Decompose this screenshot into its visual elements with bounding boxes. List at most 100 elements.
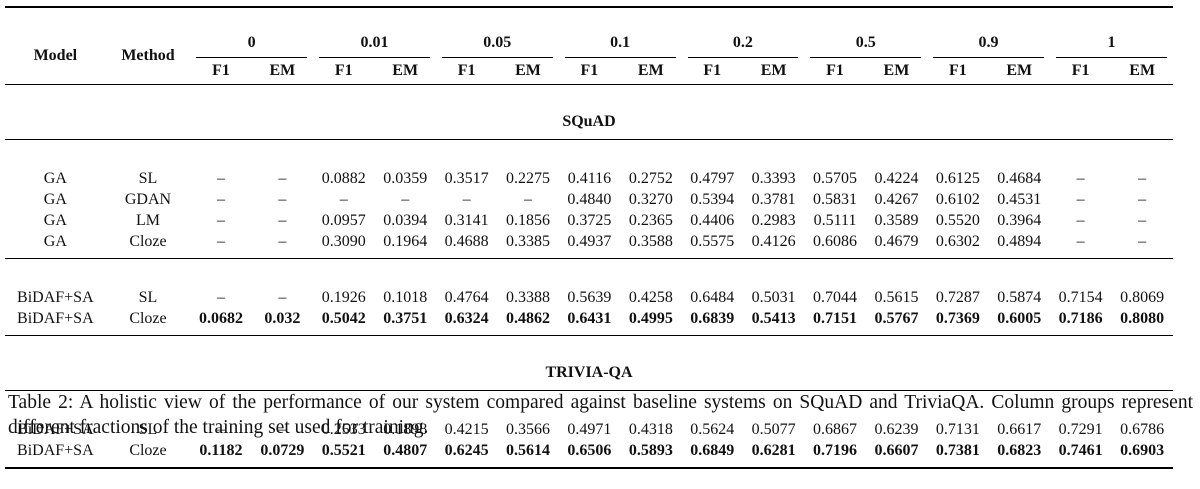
score-cell: – [252,231,313,259]
score-cell: 0.5615 [866,279,927,308]
fraction-label: 0.2 [688,31,799,58]
score-cell: – [1050,231,1111,259]
table-caption: Table 2: A holistic view of the performa… [8,390,1193,440]
metric-header-f1: F1 [1050,58,1111,85]
score-cell: – [1111,160,1173,189]
score-cell: 0.8080 [1111,308,1173,336]
score-cell: – [436,189,497,210]
score-cell: 0.6839 [682,308,743,336]
fraction-group-header: 0.5 [804,28,927,58]
score-cell: 0.3964 [989,210,1050,231]
score-cell: 0.3781 [743,189,804,210]
model-cell: BiDAF+SA [5,440,106,468]
score-cell: 0.6849 [682,440,743,468]
metric-header-em: EM [743,58,804,85]
score-cell: 0.4267 [866,189,927,210]
fraction-group-header: 0.2 [682,28,805,58]
score-cell: – [190,189,251,210]
score-cell: – [190,231,251,259]
score-cell: 0.4797 [682,160,743,189]
score-cell: 0.3393 [743,160,804,189]
metric-header-f1: F1 [436,58,497,85]
score-cell: 0.5639 [559,279,620,308]
score-cell: 0.5042 [313,308,374,336]
score-cell: 0.1964 [374,231,435,259]
score-cell: – [1111,210,1173,231]
model-cell: GA [5,231,106,259]
score-cell: 0.3751 [374,308,435,336]
method-cell: GDAN [106,189,191,210]
score-cell: 0.5031 [743,279,804,308]
score-cell: 0.1182 [190,440,251,468]
fraction-label: 1 [1056,31,1167,58]
score-cell: 0.6903 [1111,440,1173,468]
score-cell: 0.4679 [866,231,927,259]
score-cell: 0.5575 [682,231,743,259]
metric-header-em: EM [497,58,558,85]
score-cell: 0.3270 [620,189,681,210]
score-cell: 0.7044 [804,279,865,308]
metric-header-em: EM [252,58,313,85]
method-cell: SL [106,279,191,308]
metric-header-f1: F1 [804,58,865,85]
model-column-header: Model [5,28,106,85]
metric-header-f1: F1 [927,58,988,85]
score-cell: 0.7154 [1050,279,1111,308]
score-cell: 0.4531 [989,189,1050,210]
score-cell: 0.6245 [436,440,497,468]
score-cell: 0.6431 [559,308,620,336]
fraction-group-header: 0.05 [436,28,559,58]
score-cell: 0.7287 [927,279,988,308]
method-cell: Cloze [106,231,191,259]
score-cell: 0.6484 [682,279,743,308]
model-cell: GA [5,189,106,210]
fraction-group-header: 0.01 [313,28,436,58]
section-title: TRIVIA-QA [5,356,1173,391]
fraction-label: 0.05 [442,31,553,58]
metric-header-em: EM [620,58,681,85]
score-cell: 0.2275 [497,160,558,189]
metric-header-em: EM [1111,58,1173,85]
score-cell: 0.5413 [743,308,804,336]
fraction-group-header: 0.1 [559,28,682,58]
model-cell: BiDAF+SA [5,279,106,308]
score-cell: 0.7369 [927,308,988,336]
section-title: SQuAD [5,105,1173,140]
score-cell: 0.3725 [559,210,620,231]
score-cell: 0.2365 [620,210,681,231]
score-cell: 0.5111 [804,210,865,231]
metric-header-f1: F1 [682,58,743,85]
score-cell: 0.6102 [927,189,988,210]
score-cell: – [374,189,435,210]
score-cell: 0.6324 [436,308,497,336]
score-cell: 0.6506 [559,440,620,468]
model-cell: GA [5,210,106,231]
score-cell: – [252,279,313,308]
score-cell: 0.5705 [804,160,865,189]
metric-header-f1: F1 [559,58,620,85]
score-cell: 0.4862 [497,308,558,336]
score-cell: – [190,210,251,231]
score-cell: 0.0682 [190,308,251,336]
score-cell: 0.7151 [804,308,865,336]
score-cell: 0.6281 [743,440,804,468]
score-cell: 0.7461 [1050,440,1111,468]
score-cell: 0.032 [252,308,313,336]
score-cell: 0.5394 [682,189,743,210]
method-cell: SL [106,160,191,189]
score-cell: 0.6302 [927,231,988,259]
score-cell: 0.4258 [620,279,681,308]
score-cell: 0.4807 [374,440,435,468]
score-cell: – [190,279,251,308]
fraction-label: 0 [196,31,307,58]
method-cell: Cloze [106,308,191,336]
metric-header-em: EM [374,58,435,85]
